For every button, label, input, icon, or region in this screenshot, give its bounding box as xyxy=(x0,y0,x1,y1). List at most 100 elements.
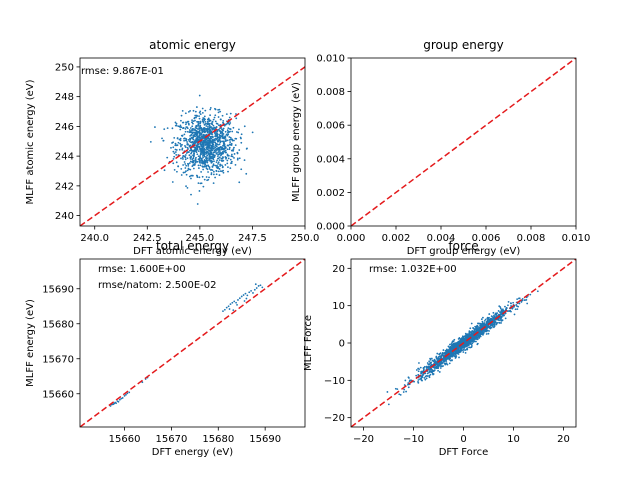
data-point xyxy=(472,327,475,330)
data-point xyxy=(200,135,203,138)
data-point xyxy=(486,326,489,329)
data-point xyxy=(209,114,212,117)
x-tick-label: 0.010 xyxy=(562,233,591,244)
rmse-annotation: rmse: 1.032E+00 xyxy=(369,264,457,275)
data-point xyxy=(478,335,480,338)
data-point xyxy=(446,351,449,354)
data-point xyxy=(245,172,248,175)
data-point xyxy=(221,133,223,135)
data-point xyxy=(458,349,461,352)
data-point xyxy=(455,352,457,355)
data-point xyxy=(194,119,196,122)
data-point xyxy=(218,143,221,146)
data-point xyxy=(208,167,211,170)
data-point xyxy=(191,125,194,128)
data-point xyxy=(214,148,217,151)
data-point xyxy=(212,173,215,176)
rmse-annotation: rmse/natom: 2.500E-02 xyxy=(98,280,216,291)
data-point xyxy=(480,318,483,321)
data-point xyxy=(221,136,224,138)
data-point xyxy=(435,367,438,369)
data-point xyxy=(218,156,221,159)
data-point xyxy=(200,171,203,173)
data-point xyxy=(257,285,260,287)
data-point xyxy=(424,378,427,381)
data-point xyxy=(188,162,191,165)
data-point xyxy=(437,357,439,360)
data-point xyxy=(234,137,237,140)
chart-panel-4: −20 −10 0 10 20 −20 −10 0 10 20 DFT Force MLFF Forc… xyxy=(303,239,577,458)
data-point xyxy=(437,369,439,372)
y-axis-label: MLFF group energy (eV) xyxy=(291,82,302,202)
data-point xyxy=(183,137,186,140)
data-point xyxy=(439,367,442,369)
data-point xyxy=(210,148,213,151)
data-point xyxy=(238,297,241,300)
data-point xyxy=(434,366,437,368)
data-point xyxy=(201,161,204,164)
data-point xyxy=(224,146,227,149)
data-point xyxy=(196,153,199,156)
data-point xyxy=(237,299,239,301)
data-point xyxy=(466,348,469,351)
data-point xyxy=(198,132,201,135)
chart-panel-3: 15660 15670 15680 15690 15660 15670 15680 15690… xyxy=(25,239,306,458)
data-point xyxy=(218,130,221,132)
data-point xyxy=(208,138,211,140)
data-point xyxy=(202,168,205,171)
data-point xyxy=(210,137,213,140)
data-point xyxy=(222,171,225,174)
data-point xyxy=(166,127,169,129)
y-tick-label: 10 xyxy=(332,301,345,312)
data-point xyxy=(190,193,192,196)
data-point xyxy=(203,155,206,158)
data-point xyxy=(203,162,206,165)
data-point xyxy=(199,182,202,185)
data-point xyxy=(177,165,180,168)
data-point xyxy=(212,170,215,173)
data-point xyxy=(476,343,479,346)
plot-area xyxy=(351,58,576,226)
data-point xyxy=(188,144,191,147)
data-point xyxy=(216,134,219,137)
data-point xyxy=(474,330,477,333)
data-point xyxy=(193,135,196,137)
data-point xyxy=(173,152,176,155)
data-point xyxy=(454,344,457,347)
chart-panel-1: 240.0 242.5 245.0 247.5 250.0 240 242 244 246 248… xyxy=(25,38,319,257)
data-point xyxy=(198,135,200,138)
data-point xyxy=(468,330,471,333)
data-point xyxy=(220,157,223,160)
data-point xyxy=(228,116,231,119)
data-point xyxy=(418,362,420,364)
data-point xyxy=(212,163,215,166)
data-point xyxy=(231,149,234,152)
data-point xyxy=(121,397,124,399)
data-point xyxy=(451,348,454,351)
data-point xyxy=(233,139,235,142)
data-point xyxy=(222,141,225,143)
data-point xyxy=(184,167,187,169)
data-point xyxy=(192,138,195,141)
data-point xyxy=(470,346,473,349)
data-point xyxy=(229,141,232,143)
data-point xyxy=(197,123,200,125)
data-point xyxy=(178,138,181,141)
data-point xyxy=(214,127,217,129)
data-point xyxy=(206,144,208,146)
y-tick-label: 0.010 xyxy=(316,54,345,65)
data-point xyxy=(194,159,196,162)
data-point xyxy=(190,152,192,155)
data-point xyxy=(222,143,225,145)
data-point xyxy=(203,165,206,168)
data-point xyxy=(217,151,219,154)
data-point xyxy=(468,332,471,335)
data-point xyxy=(203,147,206,150)
data-point xyxy=(520,301,523,303)
data-point xyxy=(200,147,203,150)
data-point xyxy=(420,372,423,375)
data-point xyxy=(415,374,418,377)
data-point xyxy=(417,379,420,381)
y-tick-label: 0 xyxy=(339,339,345,350)
data-point xyxy=(221,134,224,137)
